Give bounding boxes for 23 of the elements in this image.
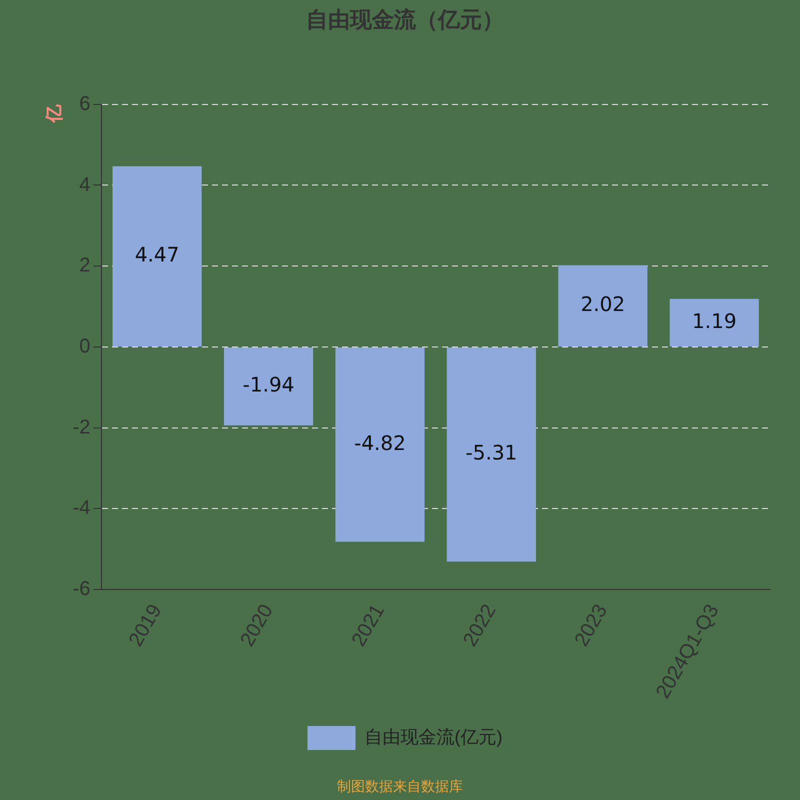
y-tick-label: 2: [79, 254, 90, 277]
bar: [558, 265, 648, 346]
data-label: 2.02: [580, 292, 626, 316]
y-tick-label: 0: [79, 335, 90, 358]
bar: [670, 298, 759, 346]
bar: [446, 347, 536, 562]
bar: [335, 347, 425, 542]
bar: [224, 347, 314, 426]
data-label: -1.94: [242, 372, 294, 397]
y-tick-label: 6: [79, 92, 90, 115]
data-label: -4.82: [354, 430, 406, 455]
legend-label: 自由现金流(亿元): [364, 726, 503, 747]
data-label: -5.31: [466, 440, 518, 465]
y-axis-title: 亿: [44, 103, 64, 124]
y-tick-label: 4: [79, 174, 90, 196]
y-tick-label: -6: [72, 578, 90, 600]
y-tick-label: -4: [72, 497, 90, 520]
bar: [112, 166, 202, 346]
data-label: 1.19: [692, 308, 737, 333]
y-tick-label: -2: [72, 416, 90, 438]
text: 制图数据来自数据库: [336, 778, 464, 796]
data-label: 4.47: [134, 242, 180, 267]
chart-title: 自由现金流（亿元）: [306, 6, 504, 33]
